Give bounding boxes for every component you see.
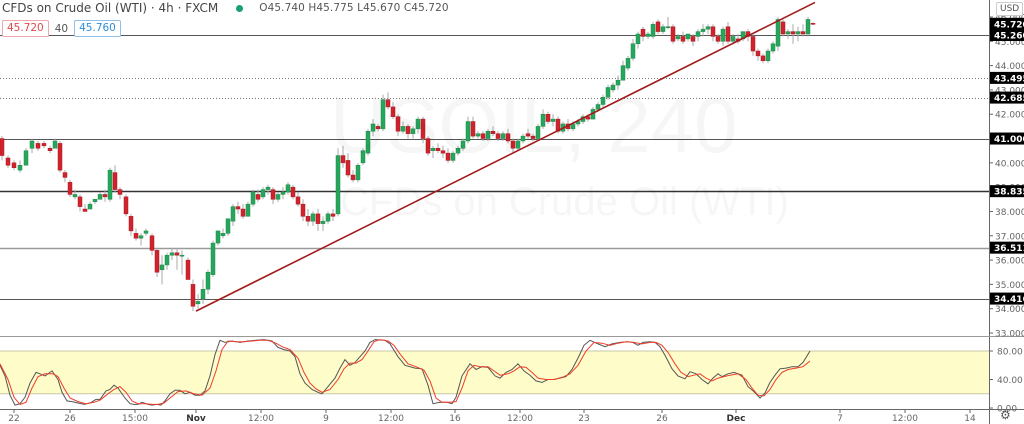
price-axis[interactable] xyxy=(989,0,1024,424)
price-tick-label: 45.000 xyxy=(995,38,1024,48)
svg-text:42.685: 42.685 xyxy=(994,94,1024,104)
time-tick-label: 7 xyxy=(837,414,843,424)
time-tick-label: 12:00 xyxy=(892,414,918,424)
price-tick-label: 33.000 xyxy=(995,330,1024,340)
quote-row: 45.720 40 45.760 xyxy=(2,20,121,37)
time-tick-label: Nov xyxy=(186,414,206,424)
price-label xyxy=(990,185,1024,198)
symbol-title[interactable]: CFDs on Crude Oil (WTI) · 4h · FXCM xyxy=(2,1,219,15)
time-tick-label: 12:00 xyxy=(507,414,533,424)
price-tick-label: 35.000 xyxy=(995,281,1024,291)
svg-text:34.416: 34.416 xyxy=(994,295,1024,305)
trendline[interactable] xyxy=(195,1,816,312)
time-tick-label: 26 xyxy=(64,414,76,424)
svg-text:43.495: 43.495 xyxy=(994,74,1024,84)
buy-price-button[interactable]: 45.760 xyxy=(74,20,121,37)
time-tick-label: 14 xyxy=(964,414,976,424)
price-tick-label: 36.000 xyxy=(995,257,1024,267)
price-tick-label: 44.000 xyxy=(995,62,1024,72)
time-tick-label: Dec xyxy=(727,414,746,424)
market-status-icon xyxy=(236,4,244,12)
svg-text:45.720: 45.720 xyxy=(994,20,1024,30)
oscillator-tick-label: 80.00 xyxy=(997,348,1023,358)
ohlc-values: O45.740 H45.775 L45.670 C45.720 xyxy=(259,2,449,14)
price-tick-label: 42.000 xyxy=(995,111,1024,121)
price-tick-label: 34.000 xyxy=(995,305,1024,315)
time-tick-label: 23 xyxy=(578,414,589,424)
svg-text:41.000: 41.000 xyxy=(994,135,1024,145)
price-label xyxy=(990,292,1024,305)
time-tick-label: 15:00 xyxy=(122,414,148,424)
svg-text:38.835: 38.835 xyxy=(994,188,1024,198)
time-tick-label: 12:00 xyxy=(378,414,404,424)
time-tick-label: 9 xyxy=(323,414,329,424)
time-tick-label: 22 xyxy=(8,414,19,424)
price-label xyxy=(990,241,1024,254)
candles xyxy=(0,17,816,312)
price-label xyxy=(990,132,1024,145)
price-label xyxy=(990,91,1024,104)
time-tick-label: 12:00 xyxy=(248,414,274,424)
oscillator-band xyxy=(0,351,989,394)
currency-label[interactable]: USD xyxy=(996,2,1024,16)
price-tick-label: 43.000 xyxy=(995,86,1024,96)
spread-value: 40 xyxy=(54,22,69,35)
gear-icon[interactable]: ⚙ xyxy=(1000,408,1011,422)
price-label xyxy=(990,28,1024,41)
price-label xyxy=(990,71,1024,84)
svg-text:36.511: 36.511 xyxy=(994,244,1024,254)
price-tick-label: 38.000 xyxy=(995,208,1024,218)
time-tick-label: 16 xyxy=(449,414,461,424)
price-tick-label: 40.000 xyxy=(995,159,1024,169)
series-legend: CFDs on Crude Oil (WTI) · 4h · FXCM O45.… xyxy=(2,1,449,15)
price-tick-label: 37.000 xyxy=(995,232,1024,242)
time-tick-label: 26 xyxy=(656,414,668,424)
oscillator-tick-label: 40.00 xyxy=(997,376,1023,386)
sell-price-button[interactable]: 45.720 xyxy=(2,20,49,37)
oscillator-tick-label: 0.00 xyxy=(997,405,1017,415)
price-label xyxy=(990,17,1024,30)
svg-text:45.260: 45.260 xyxy=(994,31,1024,41)
oscillator-d-line xyxy=(0,339,811,405)
